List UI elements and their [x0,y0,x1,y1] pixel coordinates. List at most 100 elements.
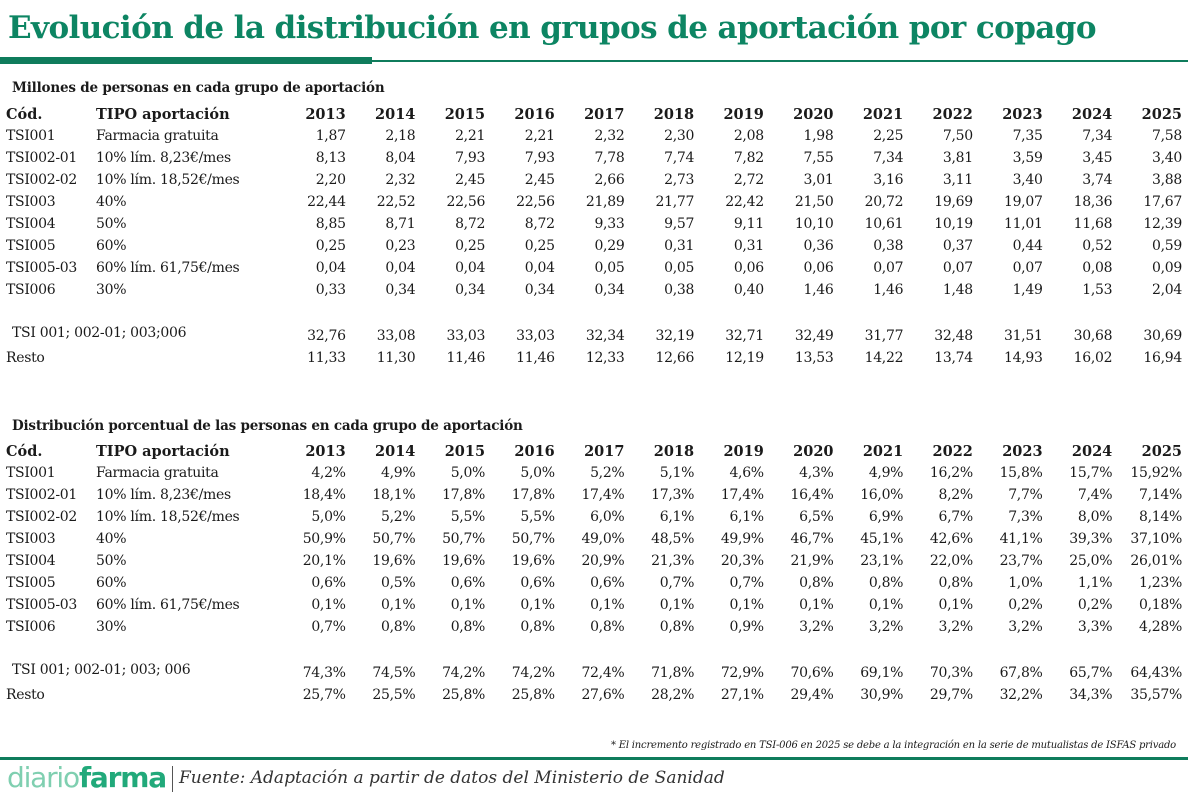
row-value: 0,38 [664,282,695,298]
header-year: 2016 [514,442,555,460]
row-value: 0,06 [803,260,834,276]
row-value: 49,9% [720,531,764,547]
total-value: 12,33 [585,350,625,366]
table-row: TSI005 60% 0,25 0,23 0,25 0,25 0,29 0,31 0,31 0,3… [6,235,1182,257]
row-value: 10,19 [934,216,973,232]
row-value: 18,4% [302,487,346,503]
table-header-row: Cód. TIPO aportación 2013 2014 2015 2016 2017 2… [6,440,1182,462]
row-value: 0,23 [385,238,416,254]
total-value: 34,3% [1069,687,1113,703]
row-code: TSI005-03 [6,597,78,613]
row-value: 17,67 [1143,194,1182,210]
header-year: 2013 [305,442,346,460]
row-code: TSI002-02 [6,509,78,525]
total-value: 31,51 [1003,328,1043,344]
row-value: 12,39 [1143,216,1182,232]
total-label: TSI 001; 002-01; 003; 006 [12,662,191,678]
row-value: 3,01 [803,172,834,188]
total-value: 29,7% [929,687,973,703]
total-value: 33,08 [376,328,416,344]
row-value: 20,3% [720,553,764,569]
row-value: 0,8% [938,575,974,591]
row-value: 20,1% [302,553,346,569]
row-value: 6,0% [590,509,625,525]
row-value: 0,1% [868,597,904,613]
row-value: 0,04 [315,260,346,276]
header-year: 2025 [1141,105,1182,123]
row-value: 8,14% [1139,509,1182,525]
row-value: 22,52 [376,194,416,210]
row-value: 0,7% [659,575,695,591]
row-value: 0,8% [868,575,904,591]
row-value: 8,85 [315,216,346,232]
row-value: 9,11 [733,216,764,232]
table-row: TSI003 40% 50,9% 50,7% 50,7% 50,7% 49,0% 48,5% 4… [6,528,1182,550]
table-row: TSI001 Farmacia gratuita 1,87 2,18 2,21 2,21 2… [6,125,1182,147]
header-year: 2013 [305,105,346,123]
header-year: 2014 [375,105,416,123]
header-year: 2019 [723,105,764,123]
row-value: 0,2% [1077,597,1113,613]
row-value: 19,07 [1003,194,1043,210]
row-value: 0,25 [524,238,555,254]
table-spacer [6,638,1182,662]
row-value: 0,8% [659,619,695,635]
table-total-row: Resto 11,33 11,30 11,46 11,46 12,33 12,66 12,19… [6,347,1182,369]
source-credit: Fuente: Adaptación a partir de datos del… [179,768,725,788]
row-value: 0,8% [450,619,486,635]
row-value: 25,0% [1069,553,1113,569]
row-value: 0,44 [1012,238,1043,254]
total-value: 65,7% [1069,665,1113,681]
total-value: 11,30 [376,350,416,366]
row-type: 10% lím. 8,23€/mes [96,150,231,166]
table-row: TSI004 50% 20,1% 19,6% 19,6% 19,6% 20,9% 21,3% 2… [6,550,1182,572]
header-year: 2017 [584,105,625,123]
table-millions: Cód. TIPO aportación 2013 2014 2015 2016 2017 2… [6,103,1182,369]
title-underline-thick [0,57,372,64]
row-value: 7,3% [1008,509,1043,525]
row-value: 45,1% [860,531,904,547]
row-value: 3,74 [1082,172,1113,188]
row-value: 6,5% [799,509,834,525]
row-value: 17,8% [511,487,555,503]
row-value: 3,40 [1152,150,1182,166]
title-underline-thin [372,60,1188,62]
row-type: Farmacia gratuita [96,128,219,144]
header-year: 2016 [514,105,555,123]
row-value: 0,04 [455,260,486,276]
total-value: 28,2% [651,687,695,703]
row-value: 0,1% [311,597,346,613]
row-value: 2,32 [594,128,625,144]
row-value: 7,82 [733,150,764,166]
header-year: 2024 [1071,105,1113,123]
row-value: 3,11 [942,172,973,188]
row-value: 4,6% [729,465,764,481]
total-value: 27,6% [581,687,625,703]
row-value: 21,3% [651,553,695,569]
section-heading-percent: Distribución porcentual de las personas … [12,418,523,434]
total-value: 67,8% [999,665,1043,681]
table-row: TSI005 60% 0,6% 0,5% 0,6% 0,6% 0,6% 0,7% 0,7% 0,8… [6,572,1182,594]
table-row: TSI002-01 10% lím. 8,23€/mes 8,13 8,04 7,93 7… [6,147,1182,169]
total-value: 72,9% [720,665,764,681]
footer-divider [0,757,1188,760]
row-value: 5,0% [311,509,346,525]
total-value: 71,8% [651,665,695,681]
total-value: 32,76 [307,328,346,344]
row-value: 11,68 [1073,216,1113,232]
row-value: 0,8% [520,619,555,635]
row-value: 0,04 [524,260,555,276]
total-value: 30,9% [860,687,904,703]
row-value: 0,1% [729,597,764,613]
row-value: 0,09 [1152,260,1182,276]
row-type: 60% [96,238,127,254]
total-value: 70,6% [790,665,834,681]
row-value: 19,6% [511,553,555,569]
row-code: TSI001 [6,128,56,144]
header-year: 2018 [653,442,695,460]
row-value: 4,28% [1139,619,1182,635]
total-value: 74,2% [442,665,486,681]
table-row: TSI002-02 10% lím. 18,52€/mes 5,0% 5,2% 5,5%… [6,506,1182,528]
row-value: 0,05 [594,260,625,276]
row-value: 19,69 [934,194,973,210]
